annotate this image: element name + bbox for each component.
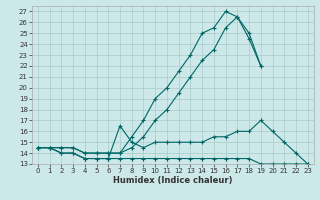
X-axis label: Humidex (Indice chaleur): Humidex (Indice chaleur) xyxy=(113,176,233,185)
